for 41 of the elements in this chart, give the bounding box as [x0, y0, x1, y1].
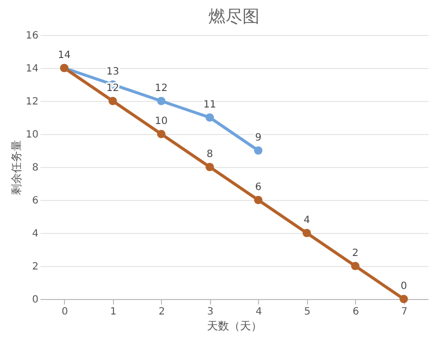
x-tick-label: 2 — [158, 306, 165, 318]
x-tick-label: 6 — [352, 306, 359, 318]
y-tick-label: 12 — [26, 96, 38, 108]
data-label: 9 — [255, 132, 262, 144]
data-label: 0 — [400, 281, 407, 292]
y-tick-label: 10 — [26, 130, 38, 140]
point — [157, 96, 166, 106]
point — [206, 162, 214, 172]
x-tick-label: 5 — [304, 306, 310, 318]
x-axis-title: 天数（天） — [207, 320, 262, 332]
point — [351, 262, 360, 270]
chart-title: 燃尽图 — [208, 7, 260, 27]
x-tick-label: 3 — [207, 306, 214, 318]
point — [302, 228, 311, 238]
data-label: 6 — [255, 182, 262, 193]
y-tick-label: 4 — [32, 228, 38, 240]
data-label: 11 — [203, 100, 216, 110]
data-label: 4 — [304, 215, 310, 226]
x-tick-label: 1 — [110, 306, 116, 318]
point — [254, 196, 262, 204]
data-label: 10 — [154, 116, 168, 127]
y-tick-label: 14 — [26, 64, 38, 74]
y-tick-label: 6 — [32, 196, 38, 206]
y-tick-label: 8 — [32, 162, 38, 174]
data-label: 2 — [352, 248, 358, 259]
point — [254, 146, 262, 155]
y-axis-title: 剩余任务量 — [10, 140, 23, 195]
point — [400, 294, 408, 304]
x-tick-label: 7 — [401, 306, 408, 318]
y-tick-label: 16 — [26, 30, 38, 42]
data-label: 13 — [106, 66, 120, 78]
data-label: 12 — [154, 83, 168, 94]
point — [206, 113, 214, 122]
data-label: 8 — [206, 149, 213, 160]
x-tick-label: 4 — [256, 306, 262, 318]
y-tick-label: 0 — [32, 294, 38, 306]
point — [157, 130, 166, 138]
y-tick-label: 2 — [32, 262, 38, 272]
point — [108, 96, 117, 106]
x-tick-label: 0 — [62, 306, 68, 318]
data-label: 14 — [58, 50, 71, 61]
